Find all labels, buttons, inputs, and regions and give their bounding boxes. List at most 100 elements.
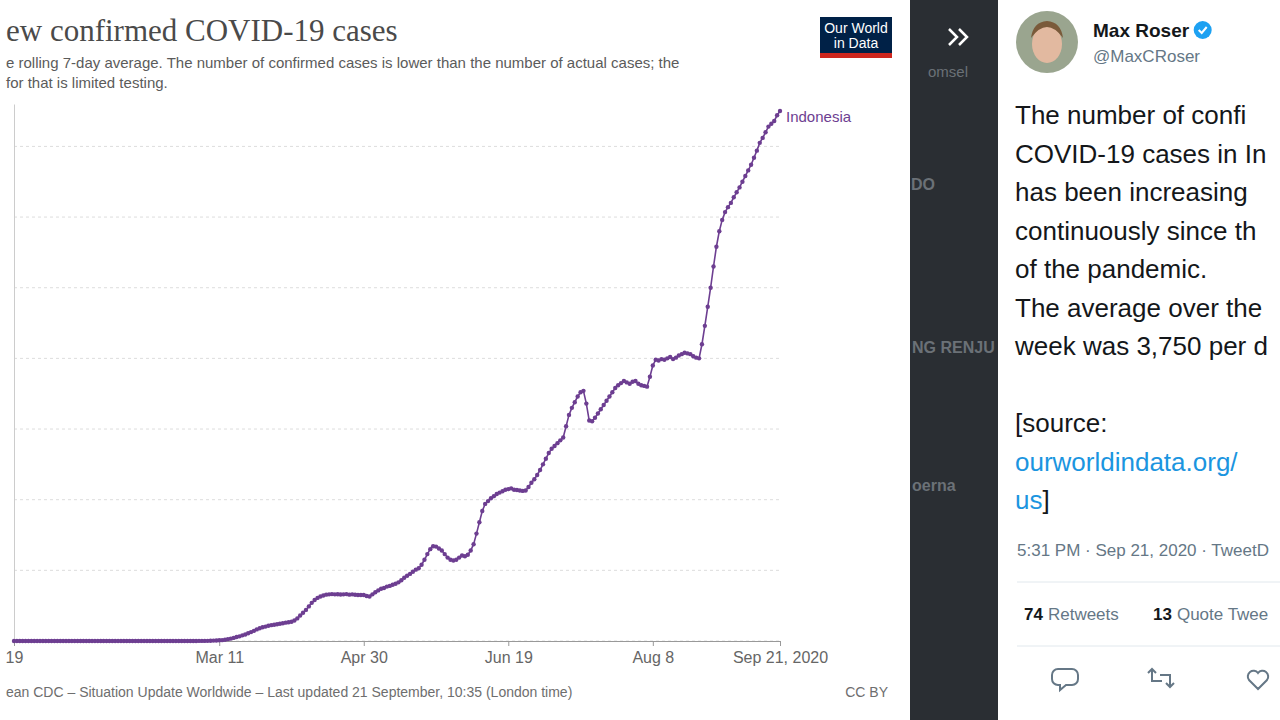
avatar-bg: [1016, 11, 1078, 73]
data-point: [416, 566, 420, 570]
logo: Our Worldin Data: [820, 17, 892, 58]
data-point: [651, 363, 655, 367]
series-line: [14, 111, 780, 641]
data-point: [538, 468, 542, 472]
data-point: [304, 608, 308, 612]
data-point: [717, 229, 721, 233]
data-point: [720, 218, 724, 222]
tweet-line: The average over the: [1015, 293, 1262, 323]
x-tick: Jun 19: [485, 641, 533, 666]
x-tick-label: Mar 11: [195, 649, 244, 666]
logo-text: in Data: [834, 35, 879, 51]
tweet-handle: @MaxCRoser: [1093, 47, 1200, 66]
data-point: [778, 109, 782, 113]
x-axis: 19Mar 11Apr 30Jun 19Aug 8Sep 21, 2020: [6, 641, 829, 666]
data-point: [697, 356, 701, 360]
sidebar-text: omsel: [928, 63, 968, 80]
data-point: [535, 473, 539, 477]
tweet-panel: [998, 0, 1280, 720]
tweet-author[interactable]: Max Roser: [1093, 20, 1190, 41]
x-tick: Mar 11: [195, 641, 244, 666]
tweet-stat[interactable]: 74Retweets: [1024, 605, 1119, 624]
data-point: [471, 542, 475, 546]
data-point: [746, 168, 750, 172]
data-point: [590, 419, 594, 423]
subtitle-line: e rolling 7-day average. The number of c…: [6, 54, 679, 71]
data-point: [567, 413, 571, 417]
data-point: [523, 488, 527, 492]
chart-title: ew confirmed COVID-19 cases: [6, 13, 398, 48]
divider: [1017, 582, 1280, 583]
verified-badge: [1194, 21, 1212, 39]
collapse-icon[interactable]: [949, 29, 967, 45]
data-point: [775, 113, 779, 117]
data-point: [425, 552, 429, 556]
y-axis: [14, 105, 16, 642]
data-point: [477, 520, 481, 524]
avatar-hair: [1031, 21, 1063, 38]
tweet-line: has been increasing: [1015, 177, 1248, 207]
data-point: [734, 190, 738, 194]
tweet-link[interactable]: us: [1015, 485, 1042, 515]
tweet-text: COVID-19 cases in In: [1015, 139, 1266, 169]
data-point: [604, 399, 608, 403]
data-point: [532, 477, 536, 481]
tweet-line: continuously since th: [1015, 216, 1256, 246]
data-point: [645, 384, 649, 388]
grid-line: [14, 570, 780, 571]
data-point: [581, 389, 585, 393]
tweet-line: week was 3,750 per d: [1014, 331, 1268, 361]
data-point: [714, 245, 718, 249]
y-axis-line: [14, 105, 15, 642]
data-point: [601, 403, 605, 407]
tweet-text: of the pandemic.: [1015, 254, 1207, 284]
logo-text: Our World: [824, 20, 888, 36]
logo-box: [820, 17, 892, 53]
data-point: [749, 163, 753, 167]
data-point: [307, 604, 311, 608]
data-point: [526, 485, 530, 489]
x-tick-mark: [780, 641, 781, 646]
tweet-line: The number of confi: [1015, 100, 1246, 130]
data-point: [752, 156, 756, 160]
data-point: [593, 416, 597, 420]
x-tick: Sep 21, 2020: [733, 641, 828, 666]
grid-line: [14, 499, 780, 500]
x-tick-label: Sep 21, 2020: [733, 649, 828, 666]
retweet-icon[interactable]: [1148, 669, 1174, 687]
data-point: [729, 201, 733, 205]
sidebar-text: oerna: [912, 477, 956, 494]
data-point: [711, 264, 715, 268]
grid-line: [14, 146, 780, 147]
tweet-stat[interactable]: 13Quote Twee: [1153, 605, 1268, 624]
data-point: [772, 119, 776, 123]
tweet-text: The average over the: [1015, 293, 1262, 323]
data-point: [610, 390, 614, 394]
source: ean CDC – Situation Update Worldwide – L…: [6, 684, 572, 700]
data-point: [758, 141, 762, 145]
sidebar-text: DO: [911, 176, 935, 193]
page: ew confirmed COVID-19 cases e rolling 7-d…: [0, 0, 1280, 720]
data-point: [599, 407, 603, 411]
tweet-text: The number of confi: [1015, 100, 1246, 130]
divider: [1017, 646, 1280, 647]
data-point: [732, 195, 736, 199]
tweet-actions: [1052, 669, 1268, 690]
like-icon[interactable]: [1248, 671, 1268, 689]
x-tick-label: Apr 30: [341, 649, 388, 666]
data-point: [737, 185, 741, 189]
data-point: [763, 130, 767, 134]
grid: [14, 146, 780, 641]
data-point: [706, 305, 710, 309]
x-tick-label: Aug 8: [632, 649, 674, 666]
data-point: [703, 324, 707, 328]
data-point: [743, 174, 747, 178]
reply-icon[interactable]: [1052, 669, 1078, 690]
tweet-link[interactable]: ourworldindata.org/: [1015, 447, 1238, 477]
data-point: [474, 531, 478, 535]
logo-bar: [820, 53, 892, 58]
data-point: [723, 210, 727, 214]
tweet-line: of the pandemic.: [1015, 254, 1207, 284]
stat-label: Retweets: [1048, 605, 1119, 624]
data-point: [570, 406, 574, 410]
